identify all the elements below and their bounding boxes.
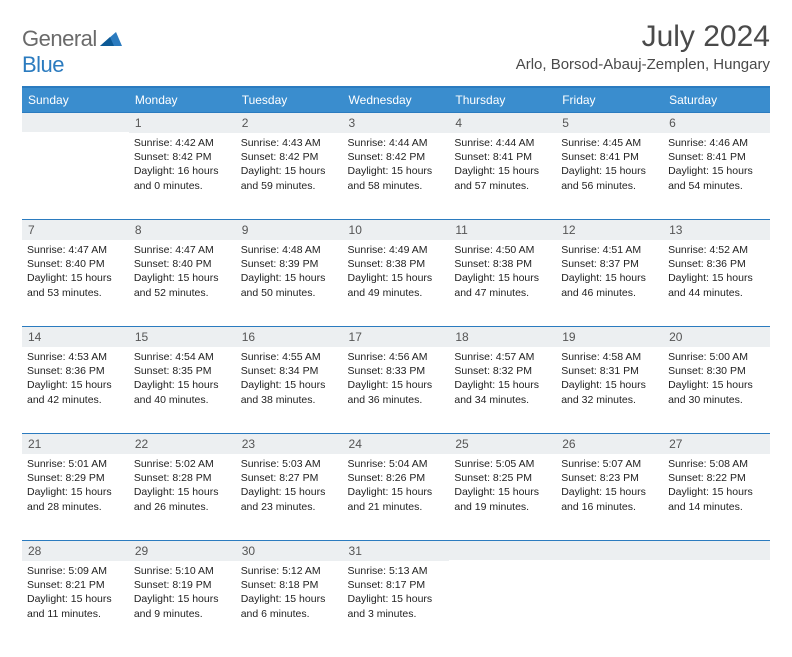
- day-number: 24: [343, 433, 450, 454]
- day-cell: Sunrise: 4:53 AMSunset: 8:36 PMDaylight:…: [22, 347, 129, 412]
- day-cell: Sunrise: 4:42 AMSunset: 8:42 PMDaylight:…: [129, 133, 236, 198]
- day-cell: Sunrise: 4:58 AMSunset: 8:31 PMDaylight:…: [556, 347, 663, 412]
- day-cell: Sunrise: 4:44 AMSunset: 8:41 PMDaylight:…: [449, 133, 556, 198]
- empty-day-number: [663, 540, 770, 560]
- day-number: 6: [663, 112, 770, 133]
- weekday-header: Thursday: [449, 87, 556, 112]
- weekday-header: Monday: [129, 87, 236, 112]
- empty-day-number: [22, 112, 129, 132]
- day-number: 12: [556, 219, 663, 240]
- day-cell: Sunrise: 5:01 AMSunset: 8:29 PMDaylight:…: [22, 454, 129, 519]
- day-cell: Sunrise: 5:02 AMSunset: 8:28 PMDaylight:…: [129, 454, 236, 519]
- day-number: 9: [236, 219, 343, 240]
- day-number: 3: [343, 112, 450, 133]
- day-cell: Sunrise: 5:08 AMSunset: 8:22 PMDaylight:…: [663, 454, 770, 519]
- day-number: 10: [343, 219, 450, 240]
- brand-logo: General Blue: [22, 26, 122, 78]
- calendar-head: SundayMondayTuesdayWednesdayThursdayFrid…: [22, 87, 770, 112]
- day-cell: Sunrise: 5:12 AMSunset: 8:18 PMDaylight:…: [236, 561, 343, 626]
- day-number: 14: [22, 326, 129, 347]
- location-text: Arlo, Borsod-Abauj-Zemplen, Hungary: [516, 56, 770, 73]
- day-cell: Sunrise: 5:10 AMSunset: 8:19 PMDaylight:…: [129, 561, 236, 626]
- day-number: 30: [236, 540, 343, 561]
- day-cell: Sunrise: 4:55 AMSunset: 8:34 PMDaylight:…: [236, 347, 343, 412]
- day-number: 29: [129, 540, 236, 561]
- day-number: 21: [22, 433, 129, 454]
- day-number: 18: [449, 326, 556, 347]
- day-cell: Sunrise: 5:07 AMSunset: 8:23 PMDaylight:…: [556, 454, 663, 519]
- day-number: 13: [663, 219, 770, 240]
- calendar-table: SundayMondayTuesdayWednesdayThursdayFrid…: [22, 86, 770, 647]
- day-number: 16: [236, 326, 343, 347]
- day-cell: Sunrise: 4:46 AMSunset: 8:41 PMDaylight:…: [663, 133, 770, 198]
- day-number: 23: [236, 433, 343, 454]
- day-cell: Sunrise: 5:09 AMSunset: 8:21 PMDaylight:…: [22, 561, 129, 626]
- day-number: 11: [449, 219, 556, 240]
- day-number: 28: [22, 540, 129, 561]
- month-title: July 2024: [516, 20, 770, 54]
- header: General Blue July 2024 Arlo, Borsod-Abau…: [22, 20, 770, 78]
- day-number: 8: [129, 219, 236, 240]
- weekday-header: Sunday: [22, 87, 129, 112]
- day-cell: Sunrise: 5:03 AMSunset: 8:27 PMDaylight:…: [236, 454, 343, 519]
- weekday-header: Wednesday: [343, 87, 450, 112]
- day-cell: Sunrise: 5:04 AMSunset: 8:26 PMDaylight:…: [343, 454, 450, 519]
- day-number: 15: [129, 326, 236, 347]
- day-number: 20: [663, 326, 770, 347]
- day-number: 4: [449, 112, 556, 133]
- day-cell: Sunrise: 4:50 AMSunset: 8:38 PMDaylight:…: [449, 240, 556, 305]
- empty-day-number: [449, 540, 556, 560]
- day-number: 1: [129, 112, 236, 133]
- brand-triangle-icon: [100, 26, 122, 51]
- brand-blue: Blue: [22, 52, 64, 77]
- day-number: 17: [343, 326, 450, 347]
- day-cell: Sunrise: 4:54 AMSunset: 8:35 PMDaylight:…: [129, 347, 236, 412]
- day-number: 19: [556, 326, 663, 347]
- day-number: 25: [449, 433, 556, 454]
- weekday-header: Saturday: [663, 87, 770, 112]
- weekday-header: Tuesday: [236, 87, 343, 112]
- day-number: 5: [556, 112, 663, 133]
- day-cell: Sunrise: 4:43 AMSunset: 8:42 PMDaylight:…: [236, 133, 343, 198]
- title-block: July 2024 Arlo, Borsod-Abauj-Zemplen, Hu…: [516, 20, 770, 73]
- day-number: 26: [556, 433, 663, 454]
- day-cell: Sunrise: 4:45 AMSunset: 8:41 PMDaylight:…: [556, 133, 663, 198]
- day-cell: Sunrise: 4:47 AMSunset: 8:40 PMDaylight:…: [129, 240, 236, 305]
- weekday-header: Friday: [556, 87, 663, 112]
- day-cell: Sunrise: 4:48 AMSunset: 8:39 PMDaylight:…: [236, 240, 343, 305]
- day-cell: Sunrise: 4:57 AMSunset: 8:32 PMDaylight:…: [449, 347, 556, 412]
- day-cell: Sunrise: 5:00 AMSunset: 8:30 PMDaylight:…: [663, 347, 770, 412]
- day-cell: Sunrise: 5:05 AMSunset: 8:25 PMDaylight:…: [449, 454, 556, 519]
- brand-general: General: [22, 26, 97, 51]
- day-cell: Sunrise: 4:47 AMSunset: 8:40 PMDaylight:…: [22, 240, 129, 305]
- empty-day-number: [556, 540, 663, 560]
- day-cell: Sunrise: 4:56 AMSunset: 8:33 PMDaylight:…: [343, 347, 450, 412]
- day-cell: Sunrise: 4:52 AMSunset: 8:36 PMDaylight:…: [663, 240, 770, 305]
- day-cell: Sunrise: 4:44 AMSunset: 8:42 PMDaylight:…: [343, 133, 450, 198]
- day-number: 2: [236, 112, 343, 133]
- day-cell: Sunrise: 4:51 AMSunset: 8:37 PMDaylight:…: [556, 240, 663, 305]
- day-cell: Sunrise: 4:49 AMSunset: 8:38 PMDaylight:…: [343, 240, 450, 305]
- day-number: 22: [129, 433, 236, 454]
- day-number: 27: [663, 433, 770, 454]
- day-number: 7: [22, 219, 129, 240]
- calendar-page: General Blue July 2024 Arlo, Borsod-Abau…: [0, 0, 792, 657]
- day-number: 31: [343, 540, 450, 561]
- day-cell: Sunrise: 5:13 AMSunset: 8:17 PMDaylight:…: [343, 561, 450, 626]
- calendar-body: 123456Sunrise: 4:42 AMSunset: 8:42 PMDay…: [22, 112, 770, 647]
